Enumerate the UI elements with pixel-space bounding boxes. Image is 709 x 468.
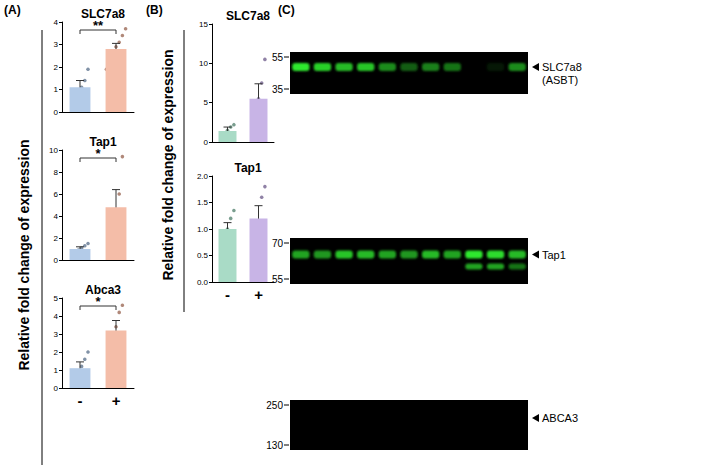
svg-text:Relative fold change of expres: Relative fold change of expression <box>16 139 32 370</box>
svg-text:1: 1 <box>54 85 59 94</box>
svg-text:SLC7a8: SLC7a8 <box>542 61 582 73</box>
svg-text:1.5: 1.5 <box>197 198 209 207</box>
svg-text:8: 8 <box>54 168 59 177</box>
svg-text:35: 35 <box>272 84 284 95</box>
svg-text:+: + <box>254 286 263 303</box>
svg-text:130: 130 <box>266 440 283 451</box>
svg-text:4: 4 <box>54 212 59 221</box>
svg-text:(ASBT): (ASBT) <box>542 74 578 86</box>
svg-text:5: 5 <box>54 294 59 303</box>
svg-text:1: 1 <box>54 366 59 375</box>
svg-text:0: 0 <box>54 256 59 265</box>
svg-text:0.0: 0.0 <box>197 278 209 287</box>
svg-text:10: 10 <box>199 59 208 68</box>
svg-text:1.0: 1.0 <box>197 225 209 234</box>
svg-text:SLC7a8: SLC7a8 <box>81 7 125 21</box>
svg-text:2: 2 <box>54 348 59 357</box>
svg-text:Tap1: Tap1 <box>542 249 566 261</box>
svg-text:ABCA3: ABCA3 <box>542 412 578 424</box>
svg-text:2: 2 <box>54 234 59 243</box>
svg-text:Relative fold change of expres: Relative fold change of expression <box>160 49 176 280</box>
svg-text:0: 0 <box>54 108 59 117</box>
svg-text:2: 2 <box>54 63 59 72</box>
svg-text:6: 6 <box>54 190 59 199</box>
svg-text:SLC7a8: SLC7a8 <box>226 9 270 23</box>
svg-text:0: 0 <box>54 384 59 393</box>
svg-text:(C): (C) <box>278 3 295 17</box>
svg-text:-: - <box>225 286 230 303</box>
svg-text:Tap1: Tap1 <box>234 161 261 175</box>
svg-text:0: 0 <box>204 138 209 147</box>
svg-text:250: 250 <box>266 400 283 411</box>
svg-text:55: 55 <box>272 274 284 285</box>
svg-text:0.5: 0.5 <box>197 251 209 260</box>
svg-text:2.0: 2.0 <box>197 172 209 181</box>
svg-text:(A): (A) <box>4 3 21 17</box>
svg-text:+: + <box>112 392 121 409</box>
svg-text:55: 55 <box>272 52 284 63</box>
svg-text:(B): (B) <box>146 3 163 17</box>
svg-text:-: - <box>78 392 83 409</box>
svg-text:70: 70 <box>272 238 284 249</box>
svg-text:3: 3 <box>54 40 59 49</box>
svg-text:4: 4 <box>54 18 59 27</box>
svg-text:Abca3: Abca3 <box>85 283 121 297</box>
svg-text:4: 4 <box>54 312 59 321</box>
svg-text:5: 5 <box>204 98 209 107</box>
svg-text:10: 10 <box>49 146 58 155</box>
svg-text:3: 3 <box>54 330 59 339</box>
svg-text:15: 15 <box>199 20 208 29</box>
svg-text:Tap1: Tap1 <box>89 135 116 149</box>
